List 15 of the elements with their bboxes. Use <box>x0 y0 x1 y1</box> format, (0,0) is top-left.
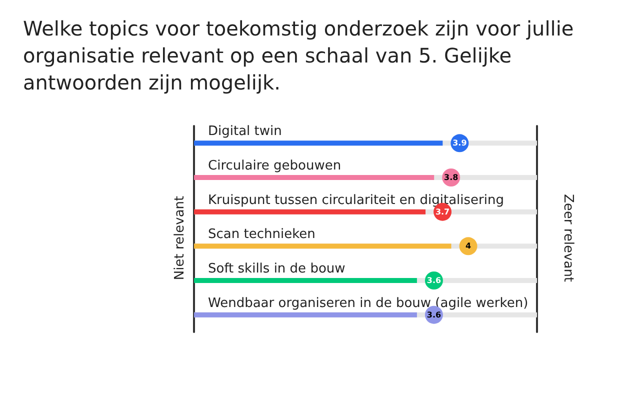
data-label: 4 <box>465 242 472 251</box>
y-tick-label: Circulaire gebouwen <box>208 158 342 174</box>
data-label: 3.6 <box>426 310 442 320</box>
data-label: 3.9 <box>452 138 468 148</box>
text: Niet relevant <box>172 196 188 280</box>
y-tick-label: Wendbaar organiseren in de bouw (agile werken) <box>208 296 528 311</box>
y-tick-label: Scan technieken <box>208 227 316 242</box>
data-label: 3.6 <box>426 276 442 285</box>
data-label: 3.7 <box>435 207 450 216</box>
text: Zeer relevant <box>560 194 576 282</box>
y-tick-label: Soft skills in de bouw <box>208 262 346 276</box>
chart-title: Welke topics voor toekomstig onderzoek zijn voor jullie organisatie relevant op een schaal van 5. Gelijke antwoorden zijn mogelijk. <box>23 16 580 94</box>
y-tick-label: Kruispunt tussen circulariteit en digitalisering <box>208 192 504 208</box>
data-label: 3.8 <box>444 173 459 182</box>
y-tick-label: Digital twin <box>208 124 282 140</box>
